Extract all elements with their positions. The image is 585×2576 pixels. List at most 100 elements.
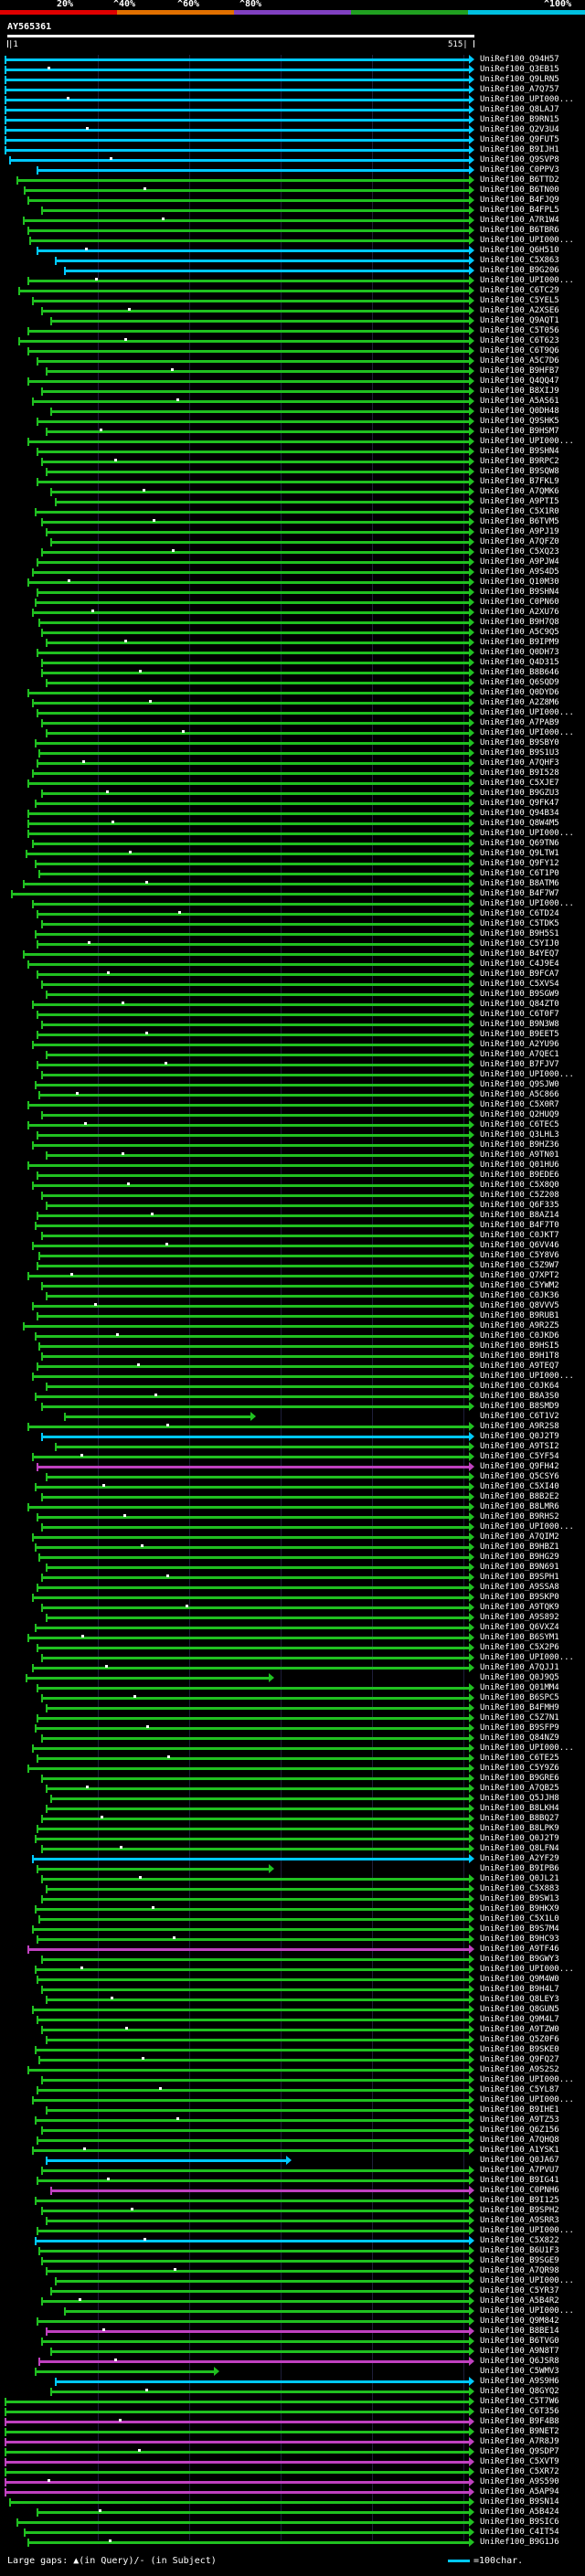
hit-label[interactable]: UniRef100_B9RHS2 <box>480 1512 559 1521</box>
hit-row[interactable]: UniRef100_C5X883 <box>0 1884 585 1894</box>
hit-row[interactable]: UniRef100_C5X822 <box>0 2236 585 2246</box>
hit-label[interactable]: UniRef100_UPI000... <box>480 276 574 285</box>
hit-row[interactable]: UniRef100_C5YIJ0 <box>0 939 585 949</box>
hit-row[interactable]: UniRef100_C6T623 <box>0 336 585 346</box>
hit-label[interactable]: UniRef100_Q6JSR8 <box>480 2357 559 2366</box>
hit-row[interactable]: UniRef100_B9SIC6 <box>0 2518 585 2528</box>
hit-label[interactable]: UniRef100_B9SHN4 <box>480 588 559 597</box>
hit-label[interactable]: UniRef100_C6TE25 <box>480 1754 559 1763</box>
hit-row[interactable]: UniRef100_Q9SVP8 <box>0 155 585 165</box>
hit-row[interactable]: UniRef100_A7QR98 <box>0 2266 585 2276</box>
hit-row[interactable]: UniRef100_B9I125 <box>0 2196 585 2206</box>
hit-label[interactable]: UniRef100_B9G1J6 <box>480 2538 559 2547</box>
hit-label[interactable]: UniRef100_B9HSM7 <box>480 427 559 436</box>
hit-row[interactable]: UniRef100_B9H1T8 <box>0 1352 585 1362</box>
hit-row[interactable]: UniRef100_A9SRR3 <box>0 2216 585 2226</box>
hit-label[interactable]: UniRef100_UPI000... <box>480 236 574 245</box>
hit-row[interactable]: UniRef100_B9FCA7 <box>0 970 585 980</box>
hit-label[interactable]: UniRef100_Q9LTW1 <box>480 849 559 858</box>
hit-label[interactable]: UniRef100_B7FKL9 <box>480 477 559 486</box>
hit-label[interactable]: UniRef100_B9EET5 <box>480 1030 559 1039</box>
hit-label[interactable]: UniRef100_Q8W4M5 <box>480 819 559 828</box>
hit-row[interactable]: UniRef100_Q6H510 <box>0 246 585 256</box>
hit-label[interactable]: UniRef100_B9N691 <box>480 1563 559 1572</box>
hit-label[interactable]: UniRef100_Q9AQT1 <box>480 316 559 325</box>
hit-row[interactable]: UniRef100_Q9SHK5 <box>0 417 585 427</box>
hit-row[interactable]: UniRef100_B9SHN4 <box>0 588 585 598</box>
hit-label[interactable]: UniRef100_B8SMD9 <box>480 1402 559 1411</box>
hit-row[interactable]: UniRef100_B9HFB7 <box>0 366 585 376</box>
hit-label[interactable]: UniRef100_B9HBZ1 <box>480 1542 559 1552</box>
hit-row[interactable]: UniRef100_Q84ZT0 <box>0 1000 585 1010</box>
hit-label[interactable]: UniRef100_C6T0F7 <box>480 1010 559 1019</box>
hit-row[interactable]: UniRef100_A7QHQ8 <box>0 2136 585 2146</box>
hit-label[interactable]: UniRef100_B6TVG0 <box>480 2337 559 2346</box>
hit-row[interactable]: UniRef100_UPI000... <box>0 1372 585 1382</box>
hit-row[interactable]: UniRef100_UPI000... <box>0 708 585 718</box>
hit-row[interactable]: UniRef100_B9N3W8 <box>0 1020 585 1030</box>
hit-label[interactable]: UniRef100_A2XSE6 <box>480 306 559 315</box>
hit-label[interactable]: UniRef100_C0PPV3 <box>480 165 559 175</box>
hit-label[interactable]: UniRef100_A7Q757 <box>480 85 559 94</box>
hit-label[interactable]: UniRef100_Q9M842 <box>480 2316 559 2326</box>
hit-label[interactable]: UniRef100_B8BE14 <box>480 2327 559 2336</box>
hit-label[interactable]: UniRef100_A9S4D5 <box>480 567 559 577</box>
hit-row[interactable]: UniRef100_A7QEC1 <box>0 1050 585 1060</box>
hit-label[interactable]: UniRef100_Q2HUQ9 <box>480 1110 559 1119</box>
hit-label[interactable]: UniRef100_C5WMV3 <box>480 2367 559 2376</box>
hit-row[interactable]: UniRef100_B9SBY0 <box>0 738 585 748</box>
hit-row[interactable]: UniRef100_B9N691 <box>0 1563 585 1573</box>
hit-row[interactable]: UniRef100_B7FJV7 <box>0 1060 585 1070</box>
hit-row[interactable]: UniRef100_Q2HUQ9 <box>0 1110 585 1120</box>
hit-row[interactable]: UniRef100_C4IT54 <box>0 2528 585 2538</box>
hit-label[interactable]: UniRef100_C5X8Q0 <box>480 1181 559 1190</box>
hit-label[interactable]: UniRef100_A9S590 <box>480 2477 559 2486</box>
hit-row[interactable]: UniRef100_Q9M4L7 <box>0 2015 585 2025</box>
hit-label[interactable]: UniRef100_B6TVM5 <box>480 517 559 526</box>
hit-label[interactable]: UniRef100_Q8LFN4 <box>480 1844 559 1853</box>
hit-row[interactable]: UniRef100_C5TDK5 <box>0 919 585 929</box>
hit-row[interactable]: UniRef100_C5XI40 <box>0 1482 585 1492</box>
hit-row[interactable]: UniRef100_C6T9Q6 <box>0 346 585 356</box>
hit-label[interactable]: UniRef100_A9R2Z5 <box>480 1321 559 1330</box>
hit-label[interactable]: UniRef100_B8AZ14 <box>480 1211 559 1220</box>
hit-label[interactable]: UniRef100_A9S892 <box>480 1613 559 1622</box>
hit-label[interactable]: UniRef100_Q7XPT2 <box>480 1271 559 1280</box>
hit-row[interactable]: UniRef100_A9SSA8 <box>0 1583 585 1593</box>
hit-row[interactable]: UniRef100_C0PN60 <box>0 598 585 608</box>
hit-row[interactable]: UniRef100_C6T0F7 <box>0 1010 585 1020</box>
hit-row[interactable]: UniRef100_C0PNH6 <box>0 2186 585 2196</box>
hit-label[interactable]: UniRef100_C5T7W6 <box>480 2397 559 2406</box>
hit-row[interactable]: UniRef100_UPI000... <box>0 1070 585 1080</box>
hit-row[interactable]: UniRef100_A9S2S2 <box>0 2065 585 2075</box>
hit-label[interactable]: UniRef100_B9HSI5 <box>480 1341 559 1351</box>
hit-label[interactable]: UniRef100_UPI000... <box>480 1653 574 1662</box>
hit-row[interactable]: UniRef100_Q3EB15 <box>0 65 585 75</box>
hit-row[interactable]: UniRef100_A9PTI5 <box>0 497 585 507</box>
hit-label[interactable]: UniRef100_A7PVU7 <box>480 2166 559 2175</box>
hit-label[interactable]: UniRef100_Q8LAJ7 <box>480 105 559 114</box>
hit-row[interactable]: UniRef100_A7QFZ0 <box>0 537 585 547</box>
hit-row[interactable]: UniRef100_Q94B34 <box>0 809 585 819</box>
hit-row[interactable]: UniRef100_C0JKD6 <box>0 1331 585 1341</box>
hit-row[interactable]: UniRef100_Q8GUN5 <box>0 2005 585 2015</box>
hit-label[interactable]: UniRef100_A7QHQ8 <box>480 2136 559 2145</box>
hit-label[interactable]: UniRef100_UPI000... <box>480 899 574 908</box>
hit-row[interactable]: UniRef100_B9IPB6 <box>0 1864 585 1874</box>
hit-label[interactable]: UniRef100_Q6Z156 <box>480 2125 559 2135</box>
hit-row[interactable]: UniRef100_A7QMK6 <box>0 487 585 497</box>
hit-row[interactable]: UniRef100_C6T1V2 <box>0 1412 585 1422</box>
hit-row[interactable]: UniRef100_A9S9H6 <box>0 2377 585 2387</box>
hit-label[interactable]: UniRef100_B4FMH9 <box>480 1703 559 1712</box>
hit-label[interactable]: UniRef100_Q0JL21 <box>480 1874 559 1883</box>
hit-label[interactable]: UniRef100_A7R8J9 <box>480 2437 559 2446</box>
hit-row[interactable]: UniRef100_A9S590 <box>0 2477 585 2487</box>
hit-label[interactable]: UniRef100_Q94B34 <box>480 809 559 818</box>
hit-label[interactable]: UniRef100_A7QMK6 <box>480 487 559 496</box>
hit-label[interactable]: UniRef100_A2Z8M6 <box>480 698 559 707</box>
hit-label[interactable]: UniRef100_A9S2S2 <box>480 2065 559 2074</box>
hit-row[interactable]: UniRef100_C5YF54 <box>0 1452 585 1462</box>
hit-label[interactable]: UniRef100_A1YSK1 <box>480 2146 559 2155</box>
hit-label[interactable]: UniRef100_C5X863 <box>480 256 559 265</box>
hit-label[interactable]: UniRef100_B4FPL5 <box>480 206 559 215</box>
